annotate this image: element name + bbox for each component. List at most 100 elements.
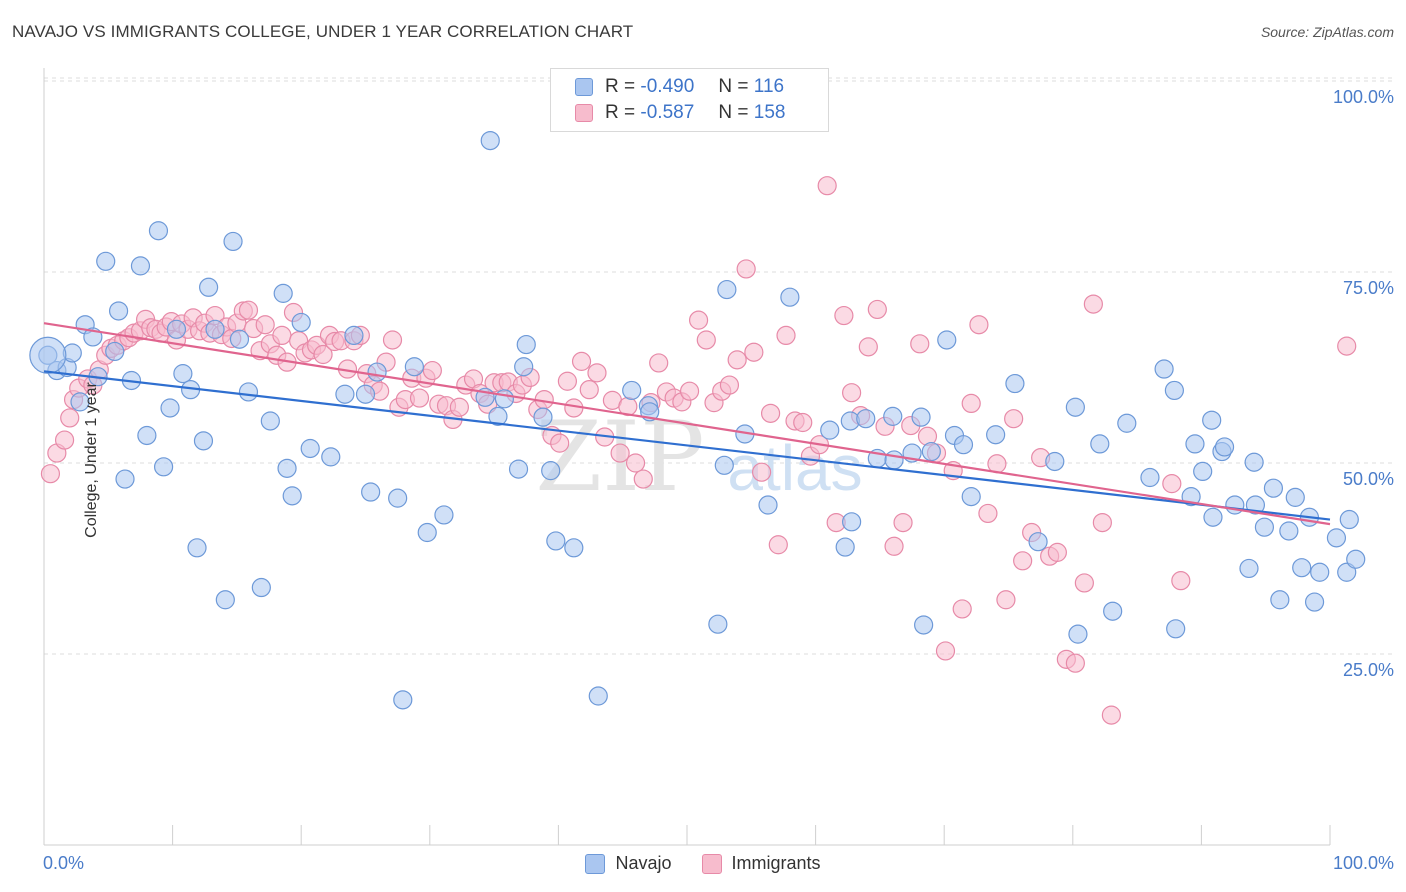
chart-title: NAVAJO VS IMMIGRANTS COLLEGE, UNDER 1 YE… [12, 22, 634, 41]
navajo-point [361, 482, 381, 502]
navajo-point [388, 488, 408, 508]
navajo-point [961, 487, 981, 507]
navajo-point [166, 319, 187, 339]
immigrants-point [1162, 474, 1182, 494]
navajo-point [622, 380, 642, 401]
navajo-point [564, 538, 584, 558]
navajo-point [914, 615, 934, 635]
immigrants-legend-label: Immigrants [731, 853, 821, 873]
immigrants-point [610, 443, 630, 463]
navajo-point [321, 447, 341, 467]
immigrants-trend-line [43, 322, 1331, 526]
immigrants-point [736, 259, 756, 279]
immigrants-n-value: 158 [753, 102, 786, 123]
navajo-point-large [29, 336, 67, 374]
navajo-point [115, 469, 135, 489]
navajo-point [1103, 601, 1123, 621]
navajo-point [148, 221, 169, 241]
navajo-point [1203, 507, 1223, 527]
navajo-point [335, 384, 355, 404]
navajo-trend-line [43, 370, 1331, 521]
navajo-point [187, 538, 207, 558]
navajo-point [953, 435, 974, 455]
navajo-point [108, 301, 129, 321]
immigrants-point [834, 305, 854, 326]
immigrants-point [751, 462, 772, 482]
navajo-point [344, 325, 364, 346]
x-tick-100: 100.0% [1332, 853, 1394, 873]
navajo-point [508, 459, 529, 479]
stats-legend: R = -0.490 N = 116 R = -0.587 N = 158 [550, 68, 829, 132]
navajo-point [1244, 452, 1264, 472]
immigrants-point [893, 512, 913, 533]
immigrants-point [1047, 542, 1067, 562]
navajo-points [29, 130, 1366, 710]
immigrants-point [793, 412, 813, 433]
immigrants-point [255, 315, 275, 335]
navajo-point [1339, 509, 1359, 530]
navajo-point [199, 277, 219, 297]
navajo-n-value: 116 [753, 76, 785, 97]
y-tick-100: 100.0% [1332, 87, 1394, 107]
immigrants-point [858, 337, 878, 357]
legend-n-label: N = [718, 102, 749, 123]
navajo-point [1214, 437, 1235, 457]
immigrants-point [768, 535, 788, 555]
navajo-point [488, 406, 508, 426]
navajo-point [911, 407, 931, 427]
immigrants-point [238, 300, 259, 320]
navajo-point [417, 522, 437, 543]
immigrants-point [1092, 512, 1112, 533]
navajo-point [215, 590, 235, 610]
navajo-point [277, 458, 297, 478]
navajo-point [820, 420, 840, 440]
navajo-point [546, 531, 566, 551]
navajo-point [137, 425, 157, 446]
immigrants-point [952, 599, 972, 619]
immigrants-point [996, 590, 1016, 610]
immigrants-point [1004, 409, 1024, 429]
navajo-point [193, 431, 214, 451]
navajo-point [1254, 517, 1275, 537]
navajo-point [842, 512, 862, 532]
legend-row-navajo: R = -0.490 N = 116 [575, 74, 784, 100]
immigrants-point [817, 176, 837, 196]
immigrants-point [719, 375, 740, 395]
immigrants-point [272, 325, 292, 346]
immigrants-point [776, 325, 796, 346]
immigrants-point [935, 641, 956, 661]
navajo-point [588, 686, 608, 706]
immigrants-point [910, 334, 930, 354]
immigrants-point [842, 383, 862, 403]
navajo-point [1279, 521, 1299, 541]
immigrants-point [571, 351, 592, 371]
navajo-point [494, 389, 514, 409]
navajo-point [1310, 562, 1330, 582]
immigrants-point [1065, 653, 1085, 673]
immigrants-point [1083, 294, 1103, 314]
legend-item-immigrants[interactable]: Immigrants [701, 853, 821, 874]
legend-item-navajo[interactable]: Navajo [585, 853, 672, 874]
immigrants-point [1013, 551, 1033, 571]
immigrants-point [760, 403, 781, 423]
navajo-point [780, 287, 800, 307]
immigrants-point [961, 393, 981, 414]
y-tick-25: 25.0% [1342, 660, 1394, 680]
navajo-point [1154, 359, 1174, 379]
immigrants-point [884, 536, 904, 556]
navajo-point [514, 357, 534, 377]
immigrants-point [422, 360, 442, 381]
series-legend: Navajo Immigrants [0, 853, 1406, 874]
immigrants-point [60, 408, 80, 428]
navajo-point [291, 312, 311, 333]
navajo-point [1185, 434, 1205, 454]
immigrants-point [1074, 573, 1094, 593]
navajo-point [884, 450, 904, 470]
navajo-point [205, 319, 225, 339]
navajo-point [1065, 397, 1085, 417]
navajo-point [1202, 410, 1222, 430]
navajo-point [393, 690, 413, 710]
navajo-point [1263, 478, 1284, 498]
immigrants-point [557, 371, 578, 391]
